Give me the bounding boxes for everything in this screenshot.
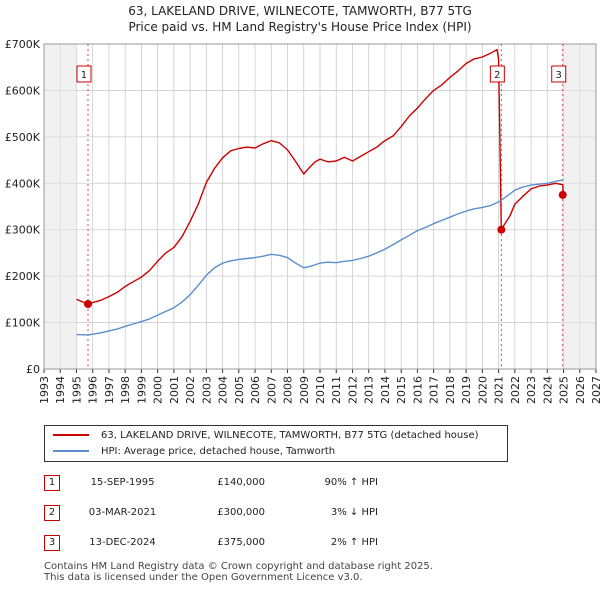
sale-point (497, 225, 506, 234)
sale-label: 2 (494, 70, 500, 81)
x-tick-label: 2016 (411, 376, 424, 404)
x-tick-label: 2003 (200, 376, 213, 404)
x-tick-label: 2008 (282, 376, 295, 404)
transaction-number-badge: 2 (44, 505, 60, 521)
sale-point (558, 190, 567, 199)
hpi-line (76, 179, 563, 336)
sale-label: 3 (556, 70, 562, 81)
x-tick-label: 2000 (152, 376, 165, 404)
plot-border (43, 43, 597, 370)
transaction-hpi: 2% ↑ HPI (330, 537, 378, 548)
x-tick-label: 2027 (590, 376, 600, 404)
sale-point (83, 300, 92, 308)
transaction-price: £140,000 (217, 477, 265, 488)
legend-label-property: 63, LAKELAND DRIVE, WILNECOTE, TAMWORTH,… (101, 430, 479, 441)
x-tick-label: 2012 (346, 376, 359, 404)
x-tick-label: 2018 (444, 376, 457, 404)
x-tick-label: 2015 (395, 376, 408, 404)
transaction-date: 03-MAR-2021 (88, 507, 157, 518)
x-tick-label: 2014 (379, 376, 392, 404)
transaction-hpi: 3% ↓ HPI (330, 507, 378, 518)
x-tick-label: 2007 (265, 376, 278, 404)
shaded-region (44, 44, 77, 369)
footer-copyright: Contains HM Land Registry data © Crown c… (44, 561, 433, 572)
x-tick-label: 1993 (38, 376, 51, 404)
x-tick-label: 2025 (558, 376, 571, 404)
sale-label-box (76, 65, 92, 83)
transaction-date: 15-SEP-1995 (90, 477, 155, 488)
transaction-number-badge: 1 (44, 475, 60, 491)
x-tick-label: 2024 (541, 376, 554, 404)
x-tick-label: 2011 (330, 376, 343, 404)
y-tick-label: £0 (26, 363, 40, 376)
x-tick-label: 1999 (135, 376, 148, 404)
legend-swatch-hpi (53, 450, 89, 452)
y-tick-label: £100K (5, 317, 41, 330)
x-tick-label: 2005 (233, 376, 246, 404)
y-tick-label: £600K (5, 84, 41, 97)
x-tick-label: 1994 (54, 376, 67, 404)
x-tick-label: 2020 (476, 376, 489, 404)
legend-label-hpi: HPI: Average price, detached house, Tamw… (101, 446, 336, 457)
transaction-price: £375,000 (217, 537, 265, 548)
x-tick-label: 1995 (70, 376, 83, 404)
transaction-date: 13-DEC-2024 (89, 537, 156, 548)
transaction-number-badge: 3 (44, 535, 60, 551)
x-tick-label: 1998 (119, 376, 132, 404)
y-tick-label: £200K (5, 270, 41, 283)
property-price-line (76, 48, 565, 305)
x-tick-label: 2002 (184, 376, 197, 404)
transaction-price: £300,000 (217, 507, 265, 518)
x-tick-label: 2026 (574, 376, 587, 404)
y-tick-label: £400K (5, 177, 41, 190)
legend-item-property: 63, LAKELAND DRIVE, WILNECOTE, TAMWORTH,… (53, 429, 479, 443)
x-tick-label: 2006 (249, 376, 262, 404)
x-tick-label: 1997 (103, 376, 116, 404)
x-tick-label: 2019 (460, 376, 473, 404)
x-tick-label: 2022 (509, 376, 522, 404)
y-tick-label: £500K (5, 131, 41, 144)
chart-legend: 63, LAKELAND DRIVE, WILNECOTE, TAMWORTH,… (44, 425, 508, 462)
y-tick-label: £700K (5, 38, 41, 51)
sale-label-box (489, 65, 505, 83)
chart-title: 63, LAKELAND DRIVE, WILNECOTE, TAMWORTH,… (128, 4, 472, 18)
legend-swatch-property (53, 434, 89, 436)
x-tick-label: 1996 (87, 376, 100, 404)
y-tick-label: £300K (5, 224, 41, 237)
sale-label-box (551, 65, 567, 83)
footer-licence: This data is licensed under the Open Gov… (44, 572, 363, 583)
price-chart: 1993 1994 1995 1996 1997 1998 1999 2000 2001 2002… (5, 38, 600, 404)
sale-label: 1 (81, 70, 87, 81)
chart-subtitle: Price paid vs. HM Land Registry's House … (128, 20, 472, 34)
x-tick-label: 2023 (525, 376, 538, 404)
legend-item-hpi: HPI: Average price, detached house, Tamw… (53, 445, 335, 459)
x-tick-label: 2009 (298, 376, 311, 404)
x-tick-label: 2001 (168, 376, 181, 404)
x-tick-label: 2004 (217, 376, 230, 404)
transaction-hpi: 90% ↑ HPI (324, 477, 378, 488)
shaded-region (563, 44, 596, 369)
x-tick-label: 2017 (428, 376, 441, 404)
x-tick-label: 2021 (493, 376, 506, 404)
x-tick-label: 2010 (314, 376, 327, 404)
x-tick-label: 2013 (363, 376, 376, 404)
